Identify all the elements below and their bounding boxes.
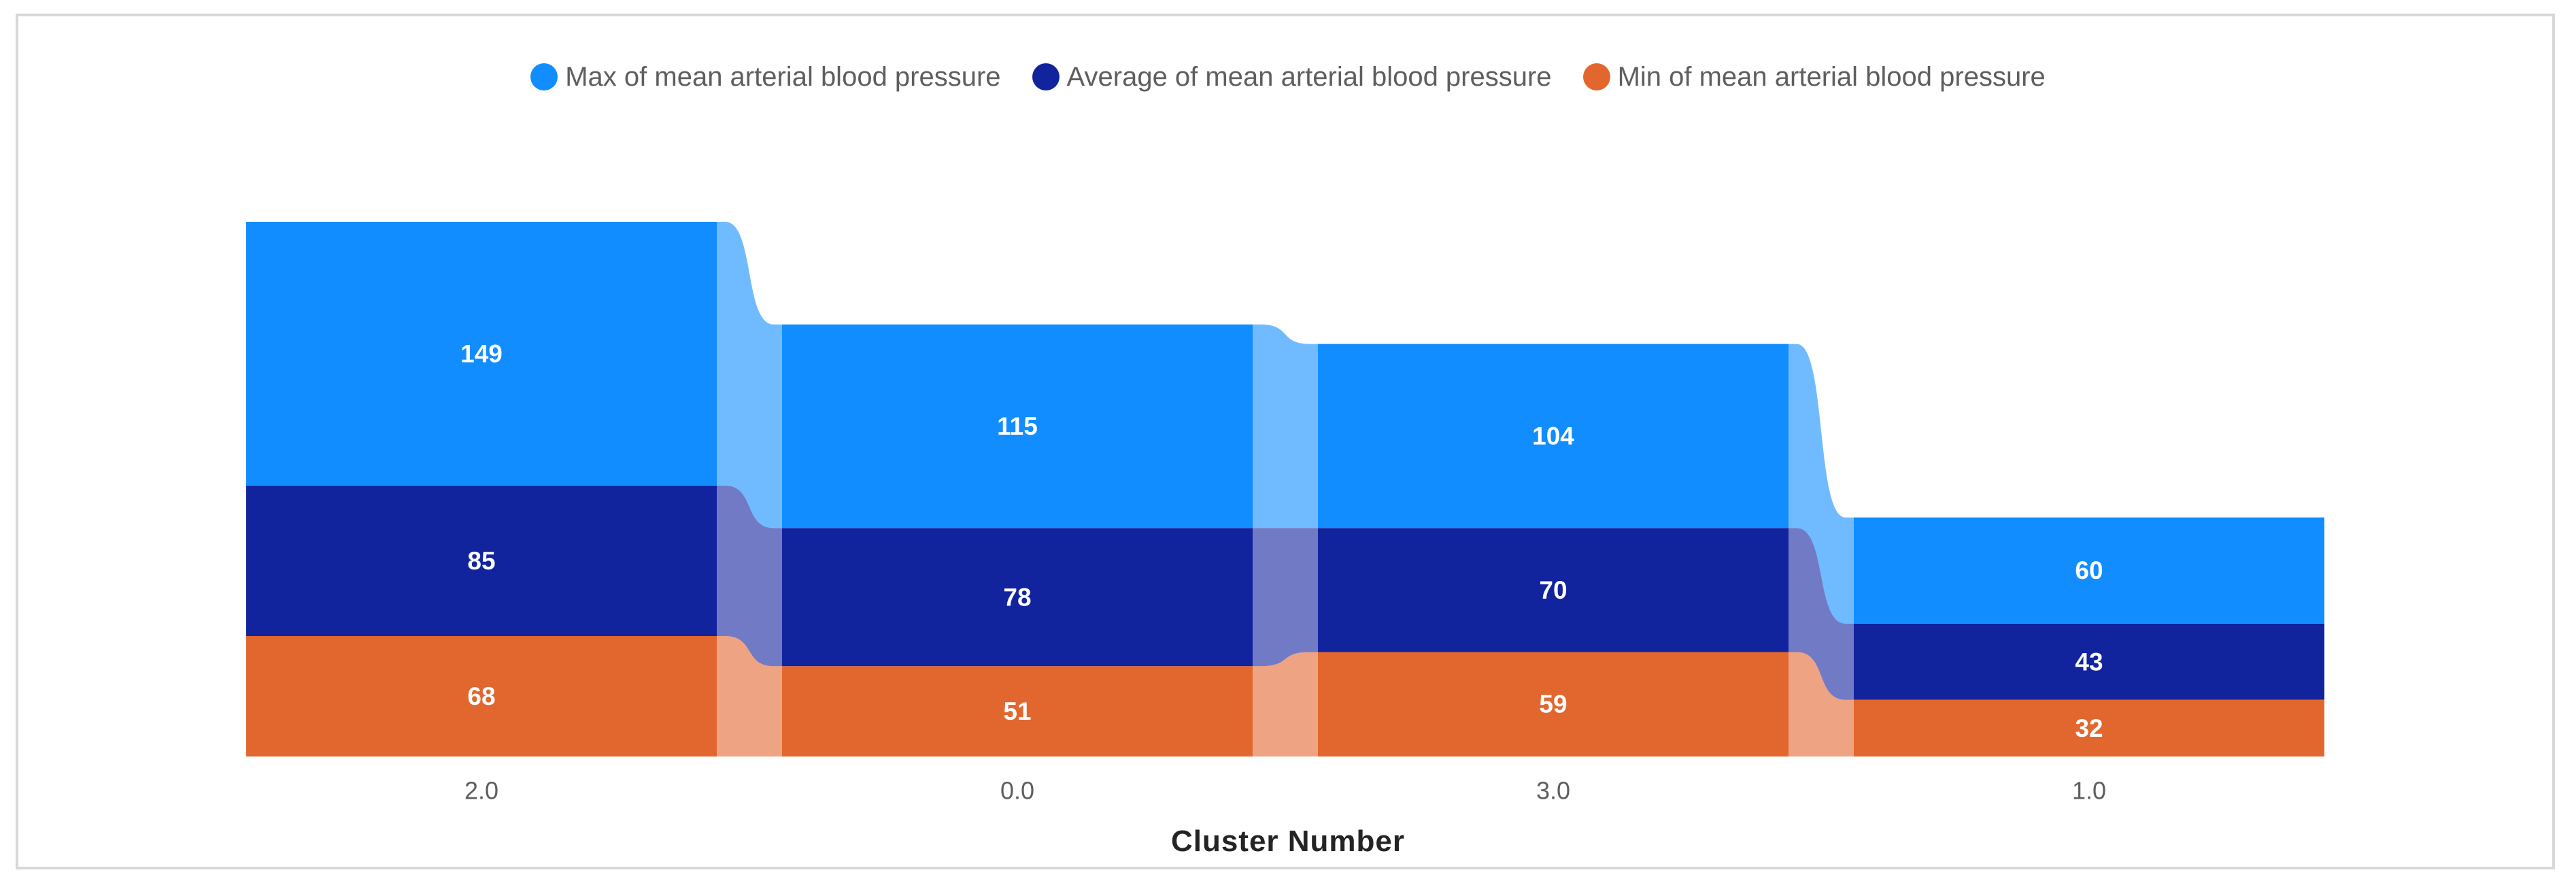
ribbon-max-junction-3[interactable] [1789, 344, 1854, 624]
data-label-avg-3.0: 70 [1539, 576, 1567, 604]
ribbon-min-junction-3[interactable] [1789, 652, 1854, 757]
data-label-min-3.0: 59 [1539, 691, 1567, 718]
bar-avg-1.0[interactable] [1854, 623, 2324, 700]
data-label-min-2.0: 68 [467, 682, 495, 710]
ribbon-min-junction-2[interactable] [1253, 652, 1318, 757]
ribbon-max-junction-1[interactable] [717, 222, 782, 529]
ribbon-max-junction-2[interactable] [1253, 324, 1318, 529]
legend-label-max: Max of mean arterial blood pressure [565, 61, 1001, 92]
legend-item-min[interactable]: Min of mean arterial blood pressure [1582, 61, 2046, 93]
legend-dot-min-icon [1582, 63, 1610, 90]
x-axis-label-2.0: 2.0 [464, 777, 498, 805]
bar-avg-2.0[interactable] [246, 485, 717, 636]
legend-dot-average-icon [1032, 63, 1060, 90]
data-label-max-3.0: 104 [1532, 422, 1574, 450]
data-label-avg-1.0: 43 [2075, 648, 2103, 676]
legend-label-min: Min of mean arterial blood pressure [1617, 61, 2046, 92]
legend-item-max[interactable]: Max of mean arterial blood pressure [530, 61, 1001, 93]
data-label-avg-0.0: 78 [1003, 583, 1031, 611]
x-axis-label-1.0: 1.0 [2072, 777, 2106, 805]
bar-max-1.0[interactable] [1854, 517, 2324, 624]
data-label-min-1.0: 32 [2075, 714, 2103, 742]
bar-max-3.0[interactable] [1318, 344, 1789, 529]
legend: Max of mean arterial blood pressure Aver… [0, 61, 2576, 93]
data-label-max-2.0: 149 [460, 339, 503, 367]
data-label-min-0.0: 51 [1003, 697, 1031, 725]
bar-avg-3.0[interactable] [1318, 528, 1789, 652]
x-axis-title: Cluster Number [1170, 825, 1406, 858]
data-label-max-0.0: 115 [997, 412, 1038, 440]
bar-min-2.0[interactable] [246, 636, 717, 757]
ribbon-avg-junction-1[interactable] [717, 485, 782, 667]
data-label-avg-2.0: 85 [467, 547, 495, 575]
ribbon-avg-junction-3[interactable] [1789, 528, 1854, 700]
bar-avg-0.0[interactable] [782, 528, 1253, 667]
bar-min-3.0[interactable] [1318, 652, 1789, 757]
ribbon-min-junction-1[interactable] [717, 636, 782, 757]
legend-item-average[interactable]: Average of mean arterial blood pressure [1032, 62, 1552, 93]
ribbon-avg-junction-2[interactable] [1253, 528, 1318, 667]
bar-min-0.0[interactable] [782, 666, 1253, 757]
legend-label-average: Average of mean arterial blood pressure [1066, 61, 1552, 92]
data-label-max-1.0: 60 [2075, 556, 2103, 584]
bar-max-0.0[interactable] [782, 325, 1253, 529]
bar-max-2.0[interactable] [246, 222, 717, 486]
bar-min-1.0[interactable] [1854, 699, 2324, 757]
x-axis-label-3.0: 3.0 [1536, 777, 1570, 805]
legend-dot-max-icon [530, 63, 558, 90]
x-axis-label-0.0: 0.0 [1000, 777, 1034, 805]
